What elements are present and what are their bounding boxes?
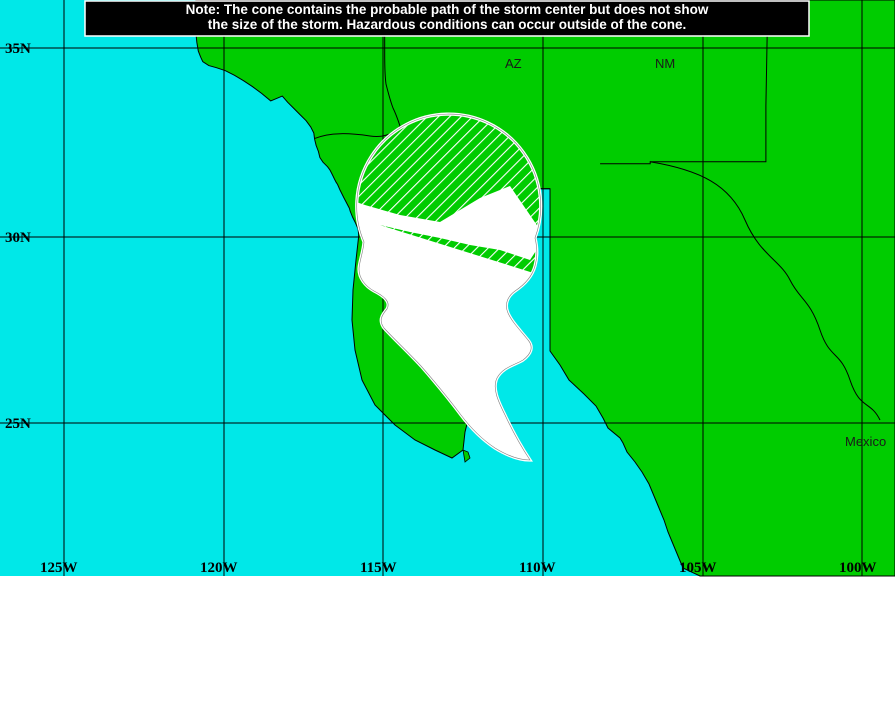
svg-text:the size of the storm. Hazardo: the size of the storm. Hazardous conditi…	[208, 17, 687, 32]
svg-text:105W: 105W	[679, 560, 717, 576]
svg-text:Note: The cone contains the pr: Note: The cone contains the probable pat…	[186, 2, 709, 17]
svg-text:AZ: AZ	[505, 56, 522, 71]
svg-text:115W: 115W	[360, 560, 397, 576]
svg-text:100W: 100W	[839, 560, 877, 576]
svg-text:120W: 120W	[200, 560, 238, 576]
svg-text:NM: NM	[655, 56, 675, 71]
svg-text:Mexico: Mexico	[845, 434, 886, 449]
svg-text:110W: 110W	[519, 560, 556, 576]
svg-text:30N: 30N	[5, 230, 31, 246]
svg-text:125W: 125W	[40, 560, 78, 576]
svg-text:25N: 25N	[5, 416, 31, 432]
svg-text:35N: 35N	[5, 41, 31, 57]
